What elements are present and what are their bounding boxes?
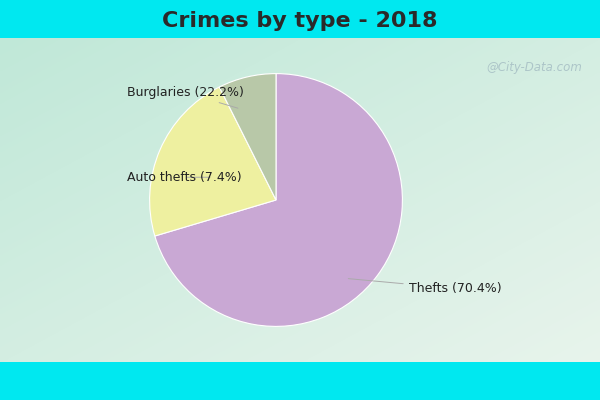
Text: Crimes by type - 2018: Crimes by type - 2018 [162,11,438,31]
Wedge shape [149,87,276,236]
Text: @City-Data.com: @City-Data.com [486,61,582,74]
Wedge shape [220,74,276,200]
Wedge shape [155,74,403,326]
Text: Thefts (70.4%): Thefts (70.4%) [348,279,502,295]
Text: Auto thefts (7.4%): Auto thefts (7.4%) [127,171,241,184]
Text: Burglaries (22.2%): Burglaries (22.2%) [127,86,244,108]
